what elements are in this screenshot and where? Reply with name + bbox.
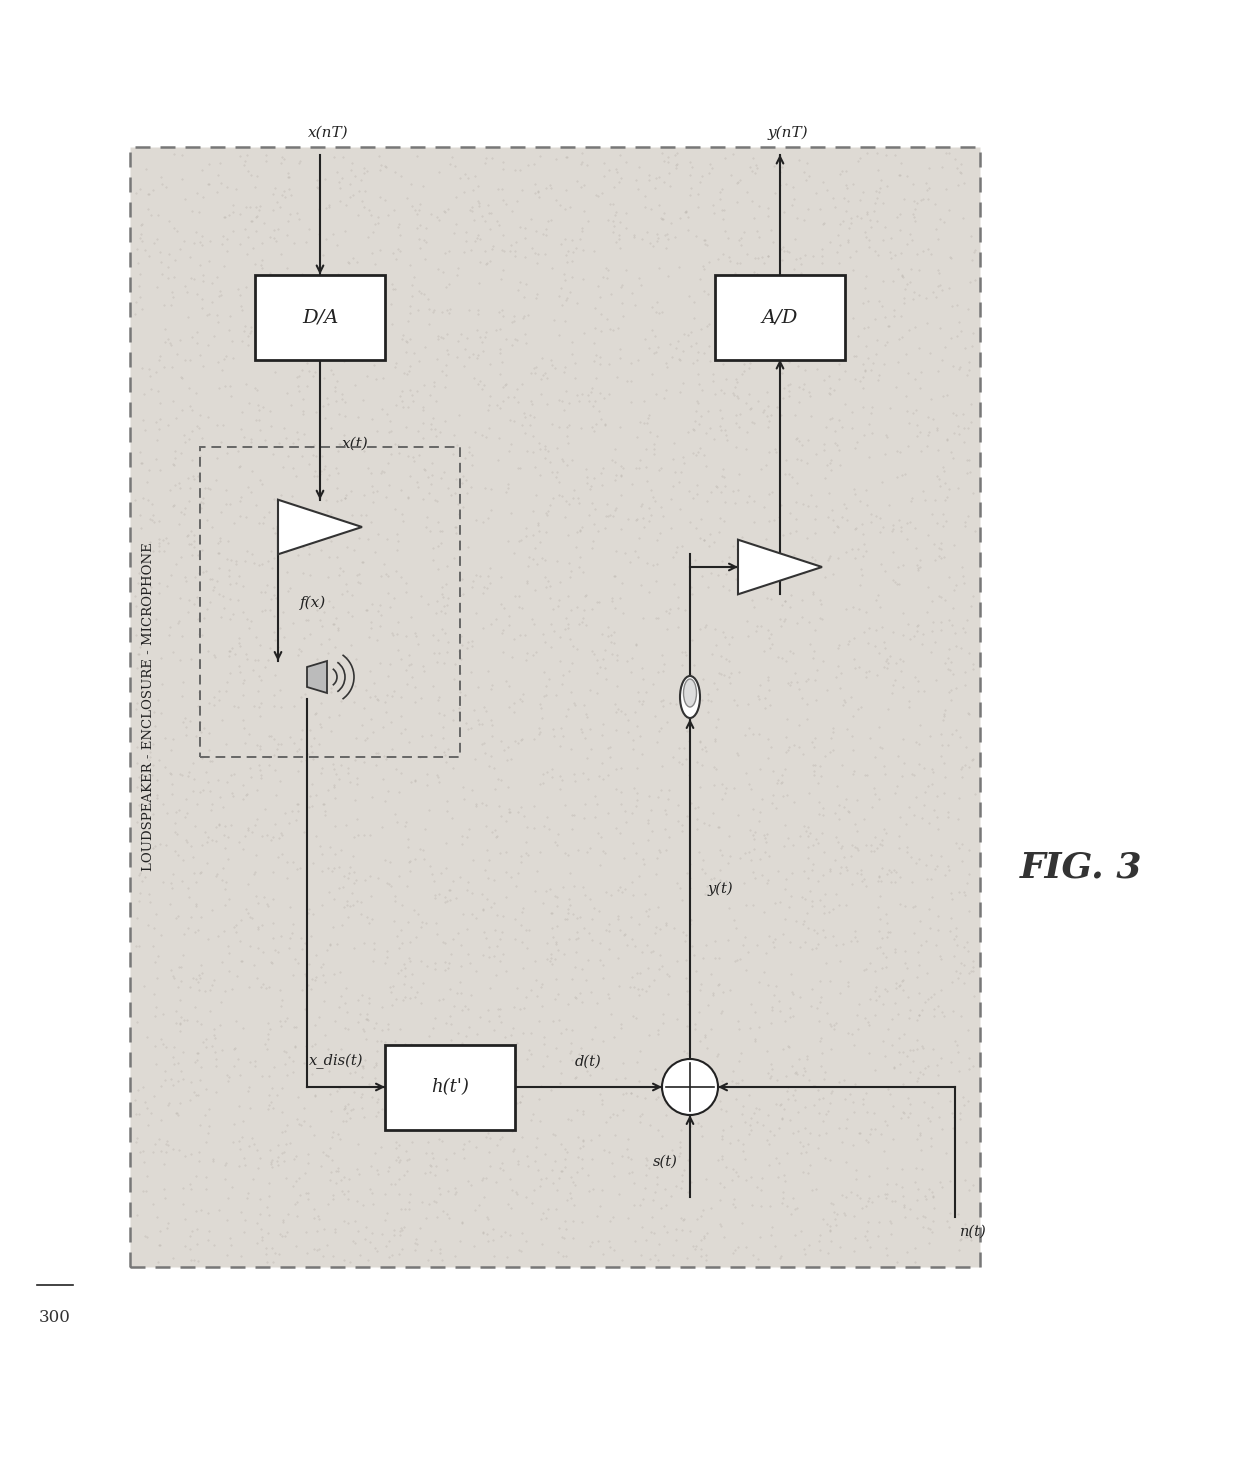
Text: d(t): d(t): [575, 1055, 601, 1069]
Text: A/D: A/D: [761, 308, 799, 326]
Text: x_dis(t): x_dis(t): [309, 1053, 363, 1069]
Text: 300: 300: [40, 1309, 71, 1326]
Circle shape: [662, 1059, 718, 1115]
Polygon shape: [738, 540, 822, 594]
Bar: [255, 274, 384, 359]
Text: f(x): f(x): [300, 596, 326, 610]
Bar: [200, 447, 460, 757]
Text: FIG. 3: FIG. 3: [1021, 849, 1142, 885]
Text: s(t): s(t): [652, 1155, 677, 1169]
Text: y(nT): y(nT): [768, 125, 808, 139]
Text: x(t): x(t): [342, 436, 368, 450]
Ellipse shape: [680, 676, 701, 717]
Text: D/A: D/A: [301, 308, 339, 326]
Bar: [384, 1045, 515, 1130]
Polygon shape: [278, 500, 362, 555]
Bar: [715, 274, 844, 359]
Text: n(t): n(t): [960, 1225, 987, 1240]
Text: LOUDSPEAKER - ENCLOSURE - MICROPHONE: LOUDSPEAKER - ENCLOSURE - MICROPHONE: [141, 543, 155, 871]
Ellipse shape: [683, 679, 697, 707]
Text: y(t): y(t): [708, 882, 734, 896]
Text: h(t'): h(t'): [432, 1078, 469, 1096]
Polygon shape: [308, 662, 327, 692]
Bar: [130, 147, 980, 1267]
Text: x(nT): x(nT): [308, 126, 348, 139]
